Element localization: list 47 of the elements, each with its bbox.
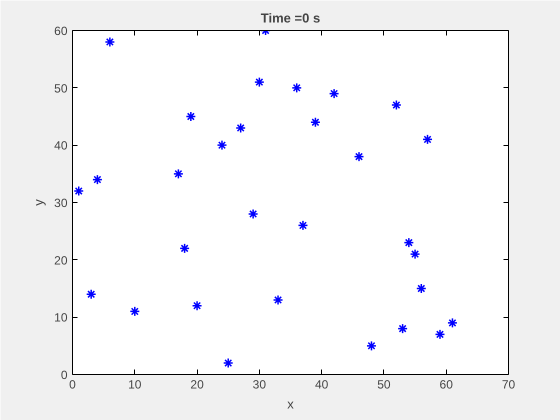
y-tick-label: 10	[54, 310, 68, 325]
point	[366, 340, 377, 352]
point	[104, 36, 116, 48]
point	[186, 111, 196, 122]
point	[410, 248, 420, 260]
y-tick-label: 40	[54, 138, 68, 153]
point	[86, 288, 96, 300]
point	[397, 323, 408, 334]
x-tick-label: 10	[128, 378, 142, 392]
x-tick-label: 40	[314, 378, 329, 392]
point	[179, 243, 190, 254]
y-tick-label: 20	[54, 253, 68, 268]
point	[173, 168, 184, 180]
point	[92, 174, 103, 185]
point	[391, 100, 402, 110]
point	[130, 306, 140, 317]
point	[192, 300, 202, 311]
y-tick-label: 0	[60, 368, 68, 382]
point	[291, 82, 302, 94]
x-tick-label: 20	[190, 378, 204, 392]
point	[254, 76, 265, 88]
x-axis-title: x	[287, 396, 294, 412]
x-tick-label: 70	[502, 378, 516, 392]
y-axis-title: y	[31, 198, 46, 206]
point	[298, 220, 308, 231]
point	[404, 237, 414, 248]
point	[272, 294, 284, 306]
point	[422, 134, 433, 145]
point	[216, 140, 228, 150]
point	[416, 283, 427, 294]
y-tick-label: 50	[54, 81, 68, 96]
point	[310, 116, 321, 128]
point	[235, 122, 246, 134]
point	[447, 318, 458, 328]
y-tick-label: 60	[54, 24, 68, 38]
x-tick-label: 0	[69, 378, 76, 392]
chart-title: Time =0 s	[260, 10, 320, 26]
x-tick-label: 30	[252, 378, 266, 392]
point	[328, 88, 340, 99]
point	[73, 186, 84, 196]
x-tick-label: 50	[377, 378, 391, 392]
point	[354, 151, 364, 162]
point	[434, 329, 446, 340]
point	[248, 208, 258, 220]
point	[222, 358, 234, 368]
y-tick-label: 30	[54, 196, 68, 210]
x-tick-label: 60	[440, 378, 454, 392]
